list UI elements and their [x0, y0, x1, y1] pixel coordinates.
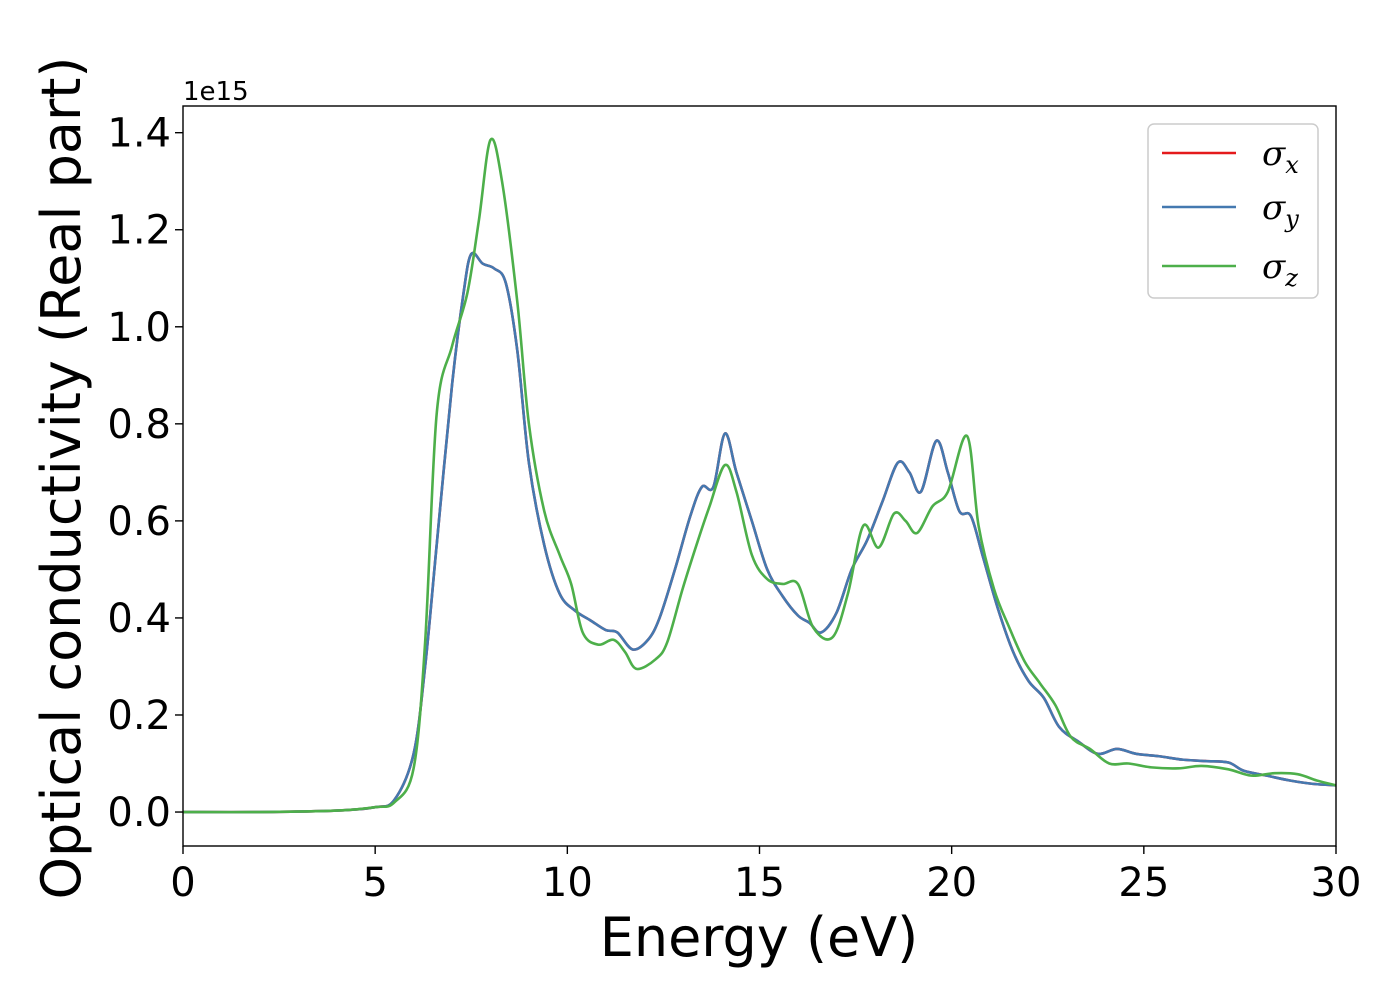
legend-entry-label: σx — [1262, 134, 1299, 179]
x-axis-ticks: 0 5 10 15 20 25 30 — [170, 846, 1361, 906]
y-tick-label: 1.2 — [107, 208, 171, 254]
y-offset-label: 1e15 — [183, 77, 249, 107]
legend: σx σy σz — [1147, 123, 1319, 299]
series-line-sigma-z — [183, 137, 1336, 814]
y-tick-label: 1.0 — [107, 305, 171, 351]
legend-entry-label: σz — [1262, 247, 1298, 292]
y-tick-label: 0.8 — [107, 402, 171, 448]
y-axis-ticks: 0.0 0.2 0.4 0.6 0.8 1.0 1.2 1.4 — [107, 111, 183, 836]
legend-box — [1147, 123, 1319, 299]
x-tick-label: 30 — [1311, 860, 1362, 906]
y-tick-label: 0.4 — [107, 596, 171, 642]
x-axis-label: Energy (eV) — [600, 906, 919, 969]
y-tick-label: 1.4 — [107, 111, 171, 157]
x-tick-label: 5 — [362, 860, 387, 906]
y-axis-label: Optical conductivity (Real part) — [30, 57, 93, 900]
x-tick-label: 15 — [734, 860, 785, 906]
y-tick-label: 0.2 — [107, 693, 171, 739]
x-tick-label: 25 — [1118, 860, 1169, 906]
x-tick-label: 20 — [926, 860, 977, 906]
legend-entry-label: σy — [1262, 188, 1299, 233]
y-tick-label: 0.6 — [107, 499, 171, 545]
plot-area — [183, 106, 1336, 846]
series-layer — [183, 137, 1336, 814]
y-tick-label: 0.0 — [107, 790, 171, 836]
x-tick-label: 0 — [170, 860, 195, 906]
x-tick-label: 10 — [542, 860, 593, 906]
